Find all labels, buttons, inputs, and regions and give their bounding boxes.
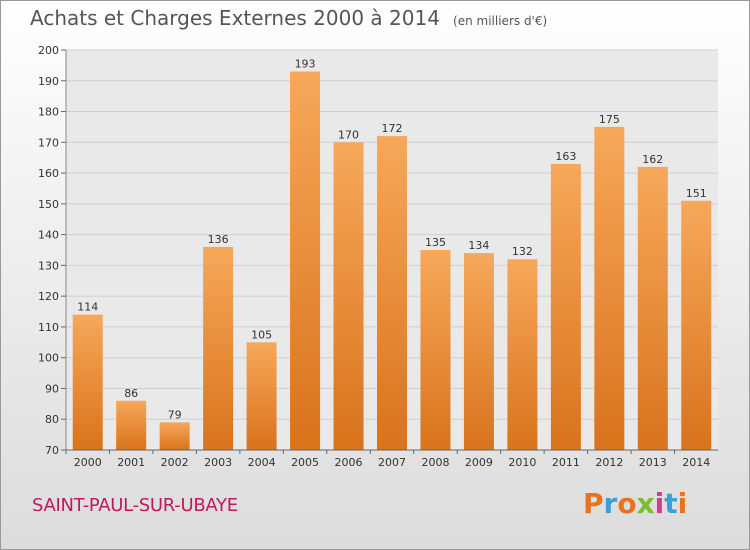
- chart-title-group: Achats et Charges Externes 2000 à 2014 (…: [30, 6, 547, 30]
- y-tick-label: 70: [45, 444, 59, 457]
- x-tick-label: 2005: [291, 456, 319, 469]
- data-label-2000: 114: [77, 301, 98, 314]
- bar-2009: [463, 253, 494, 450]
- data-label-2002: 79: [168, 408, 182, 421]
- chart-title: Achats et Charges Externes 2000 à 2014: [30, 6, 440, 30]
- logo-letter: r: [603, 487, 618, 520]
- data-label-2006: 170: [338, 128, 359, 141]
- bar-2010: [507, 259, 538, 450]
- bar-2008: [420, 250, 451, 450]
- bar-2011: [550, 163, 581, 450]
- data-label-2004: 105: [251, 328, 272, 341]
- y-tick-label: 140: [38, 229, 59, 242]
- bar-2001: [116, 400, 147, 450]
- y-tick-label: 170: [38, 136, 59, 149]
- y-tick-label: 110: [38, 321, 59, 334]
- x-tick-label: 2014: [682, 456, 710, 469]
- y-tick-label: 190: [38, 75, 59, 88]
- x-tick-label: 2012: [595, 456, 623, 469]
- data-label-2014: 151: [686, 187, 707, 200]
- data-label-2009: 134: [468, 239, 489, 252]
- bar-2014: [681, 200, 712, 450]
- bar-2003: [203, 246, 234, 450]
- data-label-2001: 86: [124, 387, 138, 400]
- data-label-2011: 163: [555, 150, 576, 163]
- bars: [72, 71, 712, 451]
- x-tick-label: 2007: [378, 456, 406, 469]
- bar-2000: [72, 314, 103, 450]
- data-label-2013: 162: [642, 153, 663, 166]
- data-label-2003: 136: [208, 233, 229, 246]
- data-label-2007: 172: [382, 122, 403, 135]
- bar-2013: [637, 166, 668, 450]
- bar-2006: [333, 142, 364, 451]
- logo-letter: o: [617, 487, 637, 520]
- x-tick-label: 2011: [552, 456, 580, 469]
- logo-letter: x: [636, 487, 655, 520]
- y-axis: 70 80 90 100 110 120 130 140 150 160 170 180 190 200: [38, 44, 67, 457]
- commune-name: SAINT-PAUL-SUR-UBAYE: [32, 495, 238, 516]
- data-label-2010: 132: [512, 245, 533, 258]
- y-tick-label: 200: [38, 44, 59, 57]
- y-tick-label: 80: [45, 413, 59, 426]
- x-tick-label: 2003: [204, 456, 232, 469]
- x-tick-label: 2004: [248, 456, 276, 469]
- x-axis: 2000 2001 2002 2003 2004 2005 2006 2007 2008 2009…: [65, 449, 718, 469]
- x-tick-label: 2006: [335, 456, 363, 469]
- logo-letter: i: [677, 487, 688, 520]
- logo-letter: i: [654, 487, 665, 520]
- y-tick-label: 90: [45, 382, 59, 395]
- bar-2007: [377, 136, 407, 450]
- proxiti-logo: Proxiti: [583, 487, 687, 520]
- y-tick-label: 150: [38, 198, 59, 211]
- y-tick-label: 130: [38, 259, 59, 272]
- x-tick-label: 2001: [117, 456, 145, 469]
- logo-letter: P: [583, 487, 604, 520]
- x-tick-label: 2010: [508, 456, 536, 469]
- y-tick-label: 120: [38, 290, 59, 303]
- bar-2012: [594, 126, 625, 450]
- bar-2005: [290, 71, 321, 451]
- x-tick-label: 2013: [639, 456, 667, 469]
- logo-letter: t: [664, 487, 678, 520]
- data-label-2012: 175: [599, 113, 620, 126]
- y-tick-label: 100: [38, 352, 59, 365]
- data-label-2005: 193: [295, 58, 316, 71]
- bar-2004: [246, 342, 277, 450]
- x-tick-label: 2002: [161, 456, 189, 469]
- bar-2002: [159, 422, 190, 450]
- chart-subtitle: (en milliers d'€): [453, 14, 548, 28]
- y-tick-label: 180: [38, 106, 59, 119]
- y-tick-label: 160: [38, 167, 59, 180]
- x-tick-label: 2008: [421, 456, 449, 469]
- value-labels: 114 86 79 136 105 193 170 172 135 134 132 163 175 162…: [77, 58, 707, 422]
- x-tick-label: 2009: [465, 456, 493, 469]
- data-label-2008: 135: [425, 236, 446, 249]
- x-tick-label: 2000: [74, 456, 102, 469]
